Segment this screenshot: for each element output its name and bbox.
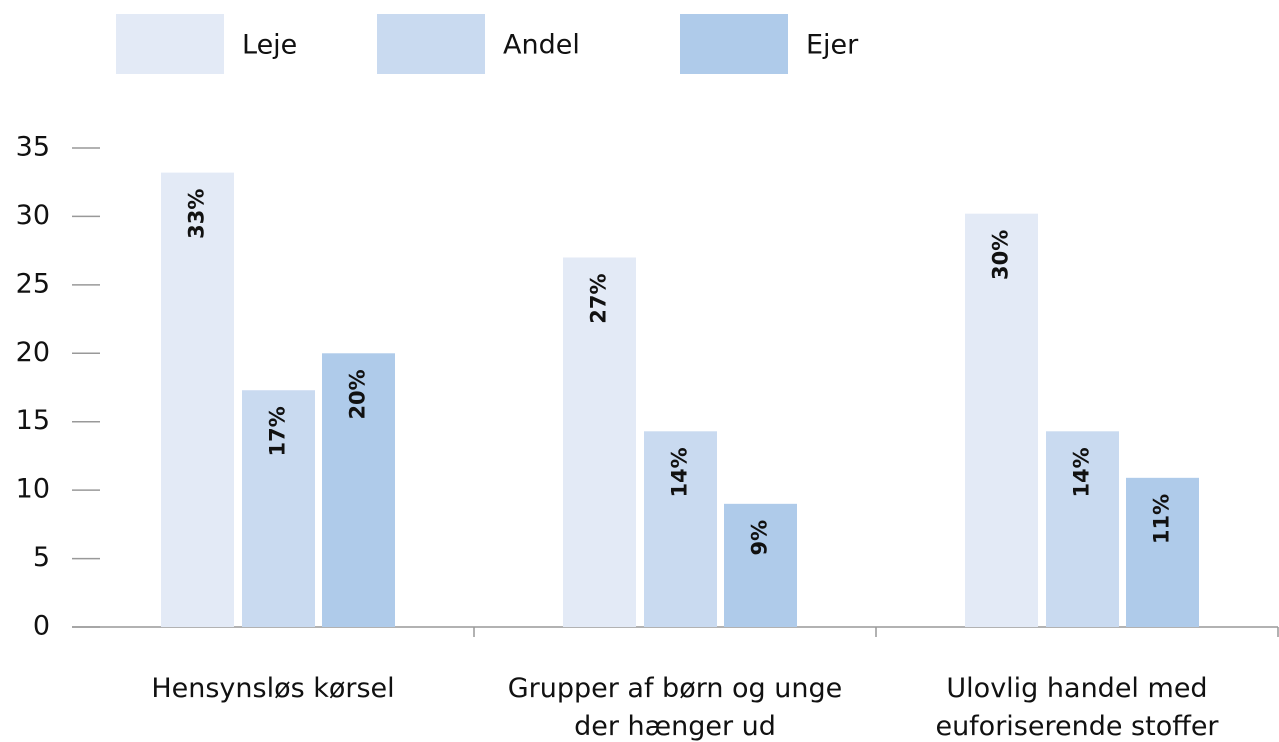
y-tick-label: 10	[16, 474, 50, 505]
y-tick-label: 0	[33, 611, 50, 642]
bar	[161, 172, 234, 628]
bar	[965, 213, 1038, 628]
y-tick-label: 5	[33, 542, 50, 573]
data-label: 9%	[748, 520, 772, 556]
legend-swatch	[116, 14, 224, 74]
bar	[563, 257, 636, 627]
legend-swatch	[680, 14, 788, 74]
data-label: 14%	[1070, 447, 1094, 497]
data-label: 14%	[668, 447, 692, 497]
bar	[242, 390, 315, 627]
bar	[1046, 431, 1119, 627]
x-tick-label: Hensynsløs kørsel	[151, 673, 395, 704]
data-label: 20%	[346, 369, 370, 419]
y-tick-label: 30	[16, 200, 50, 231]
data-label: 33%	[185, 189, 209, 239]
x-tick-label: Ulovlig handel med euforiserende stoffer	[935, 673, 1219, 742]
legend-label: Andel	[503, 30, 580, 61]
y-tick-label: 20	[16, 337, 50, 368]
data-label: 27%	[587, 273, 611, 323]
bar	[724, 503, 797, 627]
x-tick-label: Grupper af børn og unge der hænger ud	[507, 673, 843, 742]
data-label: 17%	[266, 406, 290, 456]
y-tick-label: 15	[16, 405, 50, 436]
y-tick-label: 35	[16, 132, 50, 163]
legend-label: Ejer	[806, 30, 859, 61]
legend-swatch	[377, 14, 485, 74]
bar	[322, 353, 395, 627]
y-tick-label: 25	[16, 268, 50, 299]
bar	[644, 431, 717, 627]
bar	[1126, 477, 1199, 627]
data-label: 30%	[989, 230, 1013, 280]
data-label: 11%	[1150, 494, 1174, 544]
legend-label: Leje	[242, 30, 297, 61]
